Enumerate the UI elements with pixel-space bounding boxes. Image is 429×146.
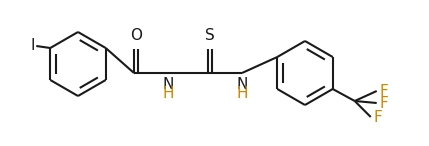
Text: F: F [380,95,389,111]
Text: S: S [205,28,214,43]
Text: F: F [374,110,383,125]
Text: F: F [380,84,389,99]
Text: H: H [236,86,248,101]
Text: N: N [236,77,248,92]
Text: N: N [162,77,174,92]
Text: O: O [130,28,142,43]
Text: H: H [162,86,174,101]
Text: I: I [31,38,35,53]
